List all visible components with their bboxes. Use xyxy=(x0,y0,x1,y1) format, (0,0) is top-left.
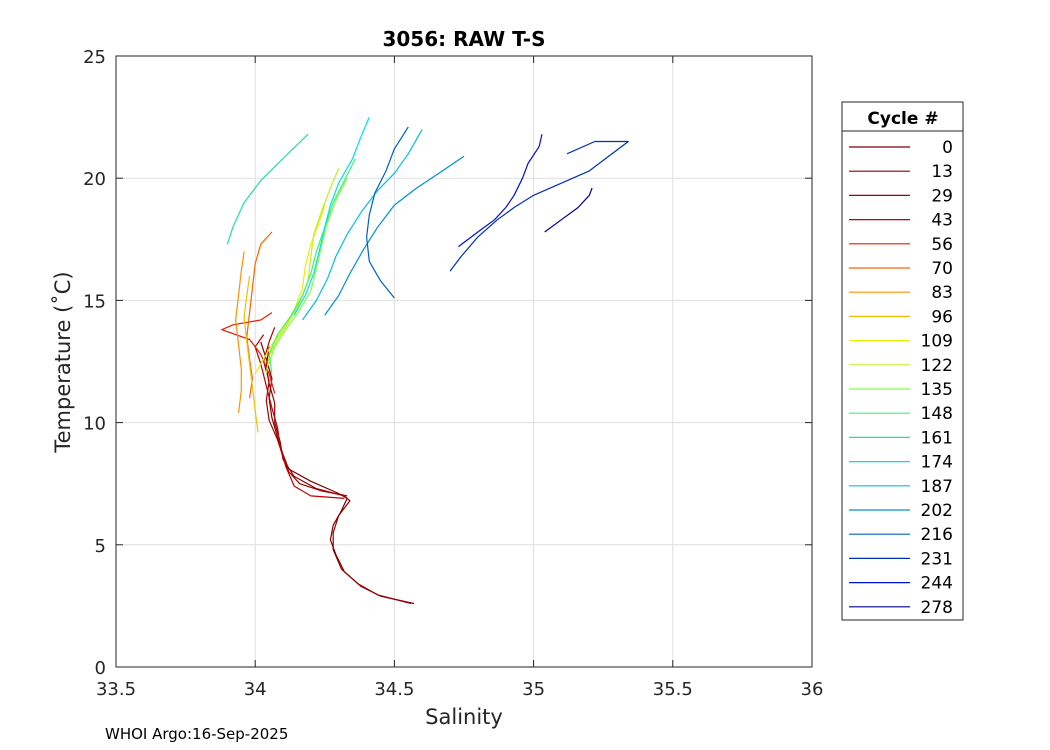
y-tick-label: 15 xyxy=(83,291,106,312)
series-line-cycle-244 xyxy=(458,134,543,248)
legend-label: 56 xyxy=(931,235,953,255)
footer-stamp: WHOI Argo:16-Sep-2025 xyxy=(105,725,289,743)
plot-frame xyxy=(115,55,813,668)
plot-area xyxy=(116,56,812,667)
x-tick-label: 34 xyxy=(244,679,267,700)
series-line-cycle-56 xyxy=(221,312,276,394)
legend-label: 70 xyxy=(931,259,953,279)
y-ticks: 0 5 10 15 20 25 xyxy=(83,47,812,679)
legend-label: 216 xyxy=(921,525,953,545)
legend-label: 135 xyxy=(921,380,953,400)
legend-label: 109 xyxy=(921,332,953,352)
series-line-cycle-83 xyxy=(235,251,245,413)
legend-label: 174 xyxy=(921,453,953,473)
x-tick-label: 34.5 xyxy=(374,679,414,700)
x-tick-label: 35.5 xyxy=(653,679,693,700)
x-axis-label: Salinity xyxy=(425,705,503,729)
y-tick-label: 20 xyxy=(83,169,106,190)
legend-label: 83 xyxy=(931,283,953,303)
y-axis-label: Temperature (˚C) xyxy=(51,271,75,453)
series-line-cycle-96 xyxy=(243,275,259,433)
series-line-cycle-231 xyxy=(449,140,629,272)
series-line-cycle-70 xyxy=(246,231,273,399)
chart-title: 3056: RAW T-S xyxy=(382,27,545,51)
series-line-cycle-109 xyxy=(254,204,326,374)
legend-label: 13 xyxy=(931,162,953,182)
x-ticks: 33.5 34 34.5 35 35.5 36 xyxy=(96,56,823,700)
y-tick-label: 10 xyxy=(83,414,106,435)
series-line-cycle-278 xyxy=(544,187,593,233)
legend-label: 202 xyxy=(921,501,953,521)
series-line-cycle-202 xyxy=(324,155,465,316)
legend-label: 148 xyxy=(921,404,953,424)
legend-label: 122 xyxy=(921,356,953,376)
x-tick-label: 35 xyxy=(522,679,545,700)
legend-label: 43 xyxy=(931,211,953,231)
series-line-cycle-148 xyxy=(268,158,356,374)
series-line-cycle-216 xyxy=(366,126,409,299)
legend-label: 29 xyxy=(931,186,953,206)
y-tick-label: 5 xyxy=(95,536,106,557)
legend-label: 0 xyxy=(942,138,953,158)
legend-label: 231 xyxy=(921,549,953,569)
legend: Cycle # 0 13 29 43 56 70 83 96 109 122 135 148 161 17… xyxy=(841,101,964,621)
legend-label: 96 xyxy=(931,307,953,327)
x-tick-label: 33.5 xyxy=(96,679,136,700)
legend-label: 278 xyxy=(921,598,953,618)
series-line-cycle-43 xyxy=(254,334,345,499)
y-tick-label: 0 xyxy=(95,658,106,679)
legend-label: 161 xyxy=(921,428,953,448)
series-line-cycle-161 xyxy=(226,133,309,245)
legend-label: 244 xyxy=(921,574,953,594)
legend-label: 187 xyxy=(921,477,953,497)
legend-title: Cycle # xyxy=(867,109,938,129)
y-tick-label: 25 xyxy=(83,47,106,68)
series-layer xyxy=(221,116,629,605)
series-line-cycle-174 xyxy=(293,116,370,316)
legend-entries: 0 13 29 43 56 70 83 96 109 122 135 148 161 174 187 202 2… xyxy=(849,138,953,618)
series-line-cycle-135 xyxy=(268,177,348,365)
series-line-cycle-187 xyxy=(302,129,423,321)
x-tick-label: 36 xyxy=(801,679,824,700)
